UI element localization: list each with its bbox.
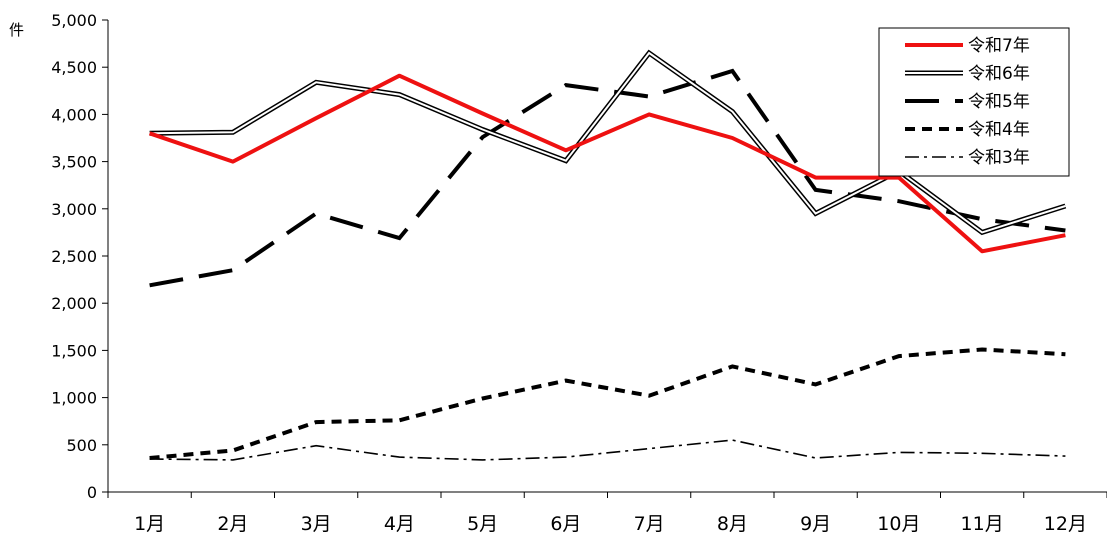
legend-label: 令和7年 bbox=[968, 36, 1030, 56]
series-2 bbox=[149, 49, 1067, 236]
legend-label: 令和6年 bbox=[968, 64, 1030, 84]
x-tick-label: 8月 bbox=[717, 513, 748, 535]
x-tick-label: 10月 bbox=[877, 513, 920, 535]
series-line-1 bbox=[148, 73, 1066, 254]
legend-item-5: 令和3年 bbox=[905, 148, 1030, 168]
legend-item-1: 令和7年 bbox=[905, 36, 1030, 56]
legend-item-4: 令和4年 bbox=[905, 120, 1030, 140]
y-tick-label: 5,000 bbox=[51, 11, 97, 30]
series-line-4 bbox=[149, 347, 1066, 460]
x-tick-label: 1月 bbox=[134, 513, 165, 535]
y-tick-label: 500 bbox=[66, 436, 97, 455]
y-tick-label: 2,000 bbox=[51, 294, 97, 313]
x-tick-label: 7月 bbox=[634, 513, 665, 535]
x-tick-label: 3月 bbox=[301, 513, 332, 535]
x-tick-label: 4月 bbox=[384, 513, 415, 535]
y-tick-label: 1,000 bbox=[51, 389, 97, 408]
legend-label: 令和4年 bbox=[968, 120, 1030, 140]
legend-label: 令和3年 bbox=[968, 148, 1030, 168]
y-tick-label: 4,000 bbox=[51, 105, 97, 124]
x-tick-label: 11月 bbox=[961, 513, 1004, 535]
legend-item-2: 令和6年 bbox=[905, 64, 1030, 84]
axes-layer: 0 500 1,000 1,500 2,000 2,500 3,000 3,500 4,000 4… bbox=[9, 11, 1107, 535]
x-tick-label: 9月 bbox=[800, 513, 831, 535]
series-5 bbox=[149, 439, 1066, 461]
series-3 bbox=[149, 68, 1066, 288]
legend-item-3: 令和5年 bbox=[905, 92, 1030, 112]
y-tick-label: 4,500 bbox=[51, 58, 97, 77]
y-tick-label: 3,000 bbox=[51, 200, 97, 219]
legend-label: 令和5年 bbox=[968, 92, 1030, 112]
y-tick-label: 2,500 bbox=[51, 247, 97, 266]
series-line-2-inner bbox=[149, 51, 1066, 234]
series-4 bbox=[149, 347, 1066, 460]
series-line-5 bbox=[149, 439, 1066, 461]
y-tick-label: 0 bbox=[87, 483, 97, 502]
y-unit-label: 件 bbox=[9, 21, 24, 39]
series-1 bbox=[148, 73, 1066, 254]
x-tick-label: 5月 bbox=[467, 513, 498, 535]
series-line-3 bbox=[149, 68, 1066, 288]
x-tick-label: 12月 bbox=[1044, 513, 1087, 535]
y-tick-label: 3,500 bbox=[51, 153, 97, 172]
y-tick-label: 1,500 bbox=[51, 341, 97, 360]
series-layer bbox=[148, 49, 1067, 461]
x-tick-label: 6月 bbox=[550, 513, 581, 535]
x-tick-label: 2月 bbox=[217, 513, 248, 535]
